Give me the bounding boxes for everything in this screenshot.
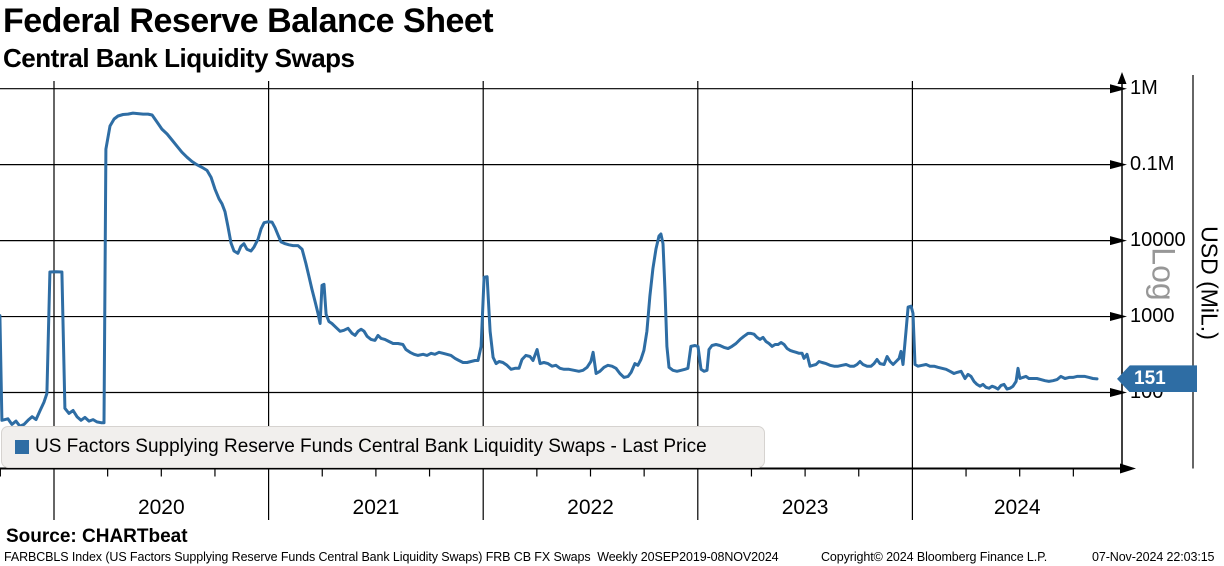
x-axis-year-label: 2020	[137, 496, 185, 519]
legend-swatch-icon	[15, 440, 29, 454]
y-axis-tick-label: 1M	[1130, 76, 1158, 99]
page-subtitle: Central Bank Liquidity Swaps	[3, 43, 355, 73]
source-label: Source: CHARTbeat	[6, 526, 188, 547]
x-axis-year-label: 2024	[993, 496, 1041, 519]
footer-timestamp: 07-Nov-2024 22:03:15	[1092, 550, 1215, 564]
legend-label: US Factors Supplying Reserve Funds Centr…	[35, 436, 707, 457]
y-axis-tick-label: 1000	[1130, 304, 1175, 327]
footer-security-description: FARBCBLS Index (US Factors Supplying Res…	[4, 550, 779, 564]
page-title: Federal Reserve Balance Sheet	[3, 2, 494, 40]
x-axis-year-label: 2022	[567, 496, 614, 519]
legend: US Factors Supplying Reserve Funds Centr…	[1, 426, 765, 468]
x-axis-year-label: 2021	[352, 496, 400, 519]
footer-copyright: Copyright© 2024 Bloomberg Finance L.P.	[821, 550, 1048, 564]
last-price-badge: 151	[1117, 365, 1197, 393]
y-axis-tick-label: 0.1M	[1130, 152, 1175, 175]
data-line	[0, 111, 1099, 428]
y-axis-tick-label: 10000	[1130, 228, 1186, 251]
x-axis-year-label: 2023	[781, 496, 829, 519]
last-price-value: 151	[1134, 368, 1166, 390]
log-scale-label: Log	[1145, 247, 1182, 301]
y-axis-title: USD (MiL.)	[1196, 226, 1223, 340]
